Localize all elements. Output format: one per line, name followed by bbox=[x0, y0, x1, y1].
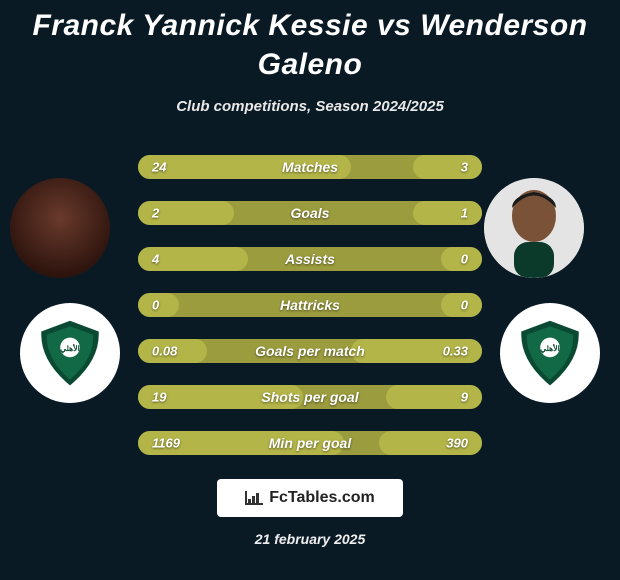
player2-avatar bbox=[484, 178, 584, 278]
brand-text: FcTables.com bbox=[269, 489, 375, 507]
stat-row: 1169 390 Min per goal bbox=[138, 431, 482, 455]
footer-date: 21 february 2025 bbox=[255, 531, 366, 547]
player2-club-crest: الأهلي bbox=[500, 303, 600, 403]
stat-row: 19 9 Shots per goal bbox=[138, 385, 482, 409]
stat-right-value: 0.33 bbox=[443, 344, 468, 359]
svg-text:الأهلي: الأهلي bbox=[60, 342, 80, 354]
stat-right-value: 9 bbox=[461, 390, 468, 405]
stat-label: Shots per goal bbox=[261, 389, 358, 405]
stat-left-value: 19 bbox=[152, 390, 166, 405]
stat-left-value: 0 bbox=[152, 298, 159, 313]
stat-right-bar bbox=[413, 155, 482, 179]
subtitle: Club competitions, Season 2024/2025 bbox=[176, 98, 444, 115]
stat-label: Matches bbox=[282, 159, 338, 175]
stat-label: Goals bbox=[291, 205, 330, 221]
stat-row: 0 0 Hattricks bbox=[138, 293, 482, 317]
stat-label: Assists bbox=[285, 251, 335, 267]
stat-row: 0.08 0.33 Goals per match bbox=[138, 339, 482, 363]
chart-icon bbox=[245, 491, 263, 505]
stat-left-value: 24 bbox=[152, 160, 166, 175]
stat-label: Min per goal bbox=[269, 435, 351, 451]
shield-icon: الأهلي bbox=[35, 318, 105, 388]
stat-label: Hattricks bbox=[280, 297, 340, 313]
svg-text:الأهلي: الأهلي bbox=[540, 342, 560, 354]
stat-left-value: 4 bbox=[152, 252, 159, 267]
stat-right-value: 0 bbox=[461, 298, 468, 313]
stat-left-value: 1169 bbox=[152, 436, 180, 451]
vs-text: vs bbox=[377, 9, 411, 42]
stat-row: 4 0 Assists bbox=[138, 247, 482, 271]
stat-right-value: 3 bbox=[461, 160, 468, 175]
player1-name: Franck Yannick Kessie bbox=[32, 9, 368, 42]
page-title: Franck Yannick Kessie vs Wenderson Galen… bbox=[0, 6, 620, 84]
stat-row: 24 3 Matches bbox=[138, 155, 482, 179]
stat-right-value: 0 bbox=[461, 252, 468, 267]
person-icon bbox=[10, 178, 110, 278]
player1-avatar bbox=[10, 178, 110, 278]
stat-row: 2 1 Goals bbox=[138, 201, 482, 225]
shield-icon: الأهلي bbox=[515, 318, 585, 388]
stat-label: Goals per match bbox=[255, 343, 365, 359]
player1-club-crest: الأهلي bbox=[20, 303, 120, 403]
stat-right-bar bbox=[413, 201, 482, 225]
stat-right-value: 1 bbox=[461, 206, 468, 221]
brand-badge: FcTables.com bbox=[217, 479, 403, 517]
stat-right-value: 390 bbox=[446, 436, 468, 451]
person-icon bbox=[484, 178, 584, 278]
stat-left-value: 0.08 bbox=[152, 344, 177, 359]
stat-left-value: 2 bbox=[152, 206, 159, 221]
